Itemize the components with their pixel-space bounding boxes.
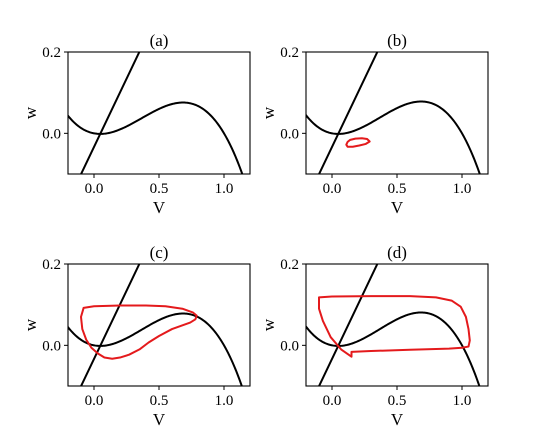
panel-title: (b) [387, 31, 407, 50]
y-axis-label: w [259, 106, 278, 119]
x-axis-label: V [391, 198, 404, 217]
panel-b: 0.0 0.5 1.0 0.0 0.2 Vw (b) [259, 31, 489, 217]
w-nullcline-line [317, 264, 379, 386]
limit-cycle-trajectory [318, 295, 471, 358]
x-tick-label: 0.5 [150, 393, 169, 409]
x-axis-label: V [153, 410, 166, 429]
limit-cycle-trajectory [345, 137, 371, 148]
w-nullcline-line [317, 52, 379, 174]
panel-c: 0.0 0.5 1.0 0.0 0.2 Vw (c) [21, 243, 251, 429]
x-axis-label: V [391, 410, 404, 429]
w-nullcline-line [79, 52, 141, 174]
v-nullcline-curve [68, 312, 243, 386]
axes-frame [67, 51, 251, 175]
panel-a: 0.0 0.5 1.0 0.0 0.2 Vw (a) [21, 31, 251, 217]
plot-area [68, 264, 243, 386]
y-tick-label: 0.2 [280, 45, 299, 61]
plot-area [306, 264, 481, 386]
x-tick-label: 0.5 [150, 181, 169, 197]
plot-area [68, 52, 244, 174]
panel-title: (a) [150, 31, 169, 50]
x-tick-label: 0.0 [323, 393, 342, 409]
plot-area [306, 52, 481, 174]
v-nullcline-curve [306, 311, 481, 386]
x-tick-label: 0.0 [85, 393, 104, 409]
y-tick-label: 0.0 [42, 126, 61, 142]
x-axis-label: V [153, 198, 166, 217]
limit-cycle-trajectory [80, 304, 198, 360]
w-nullcline-line [79, 264, 141, 386]
axes-frame [305, 263, 489, 387]
y-tick-label: 0.0 [280, 126, 299, 142]
x-tick-label: 1.0 [453, 393, 472, 409]
x-tick-label: 0.0 [323, 181, 342, 197]
panel-d: 0.0 0.5 1.0 0.0 0.2 Vw (d) [259, 243, 489, 429]
axes-frame [67, 263, 251, 387]
y-tick-label: 0.2 [280, 257, 299, 273]
v-nullcline-curve [68, 101, 244, 174]
axes-frame [305, 51, 489, 175]
panel-title: (c) [150, 243, 169, 262]
panel-title: (d) [387, 243, 407, 262]
x-tick-label: 1.0 [453, 181, 472, 197]
x-tick-label: 0.5 [388, 393, 407, 409]
x-tick-label: 0.0 [85, 181, 104, 197]
y-axis-label: w [259, 318, 278, 331]
y-axis-label: w [21, 106, 40, 119]
y-tick-label: 0.2 [42, 257, 61, 273]
y-tick-label: 0.0 [42, 338, 61, 354]
y-axis-label: w [21, 318, 40, 331]
y-tick-label: 0.2 [42, 45, 61, 61]
x-tick-label: 0.5 [388, 181, 407, 197]
y-tick-label: 0.0 [280, 338, 299, 354]
x-tick-label: 1.0 [215, 181, 234, 197]
x-tick-label: 1.0 [215, 393, 234, 409]
v-nullcline-curve [306, 100, 481, 174]
